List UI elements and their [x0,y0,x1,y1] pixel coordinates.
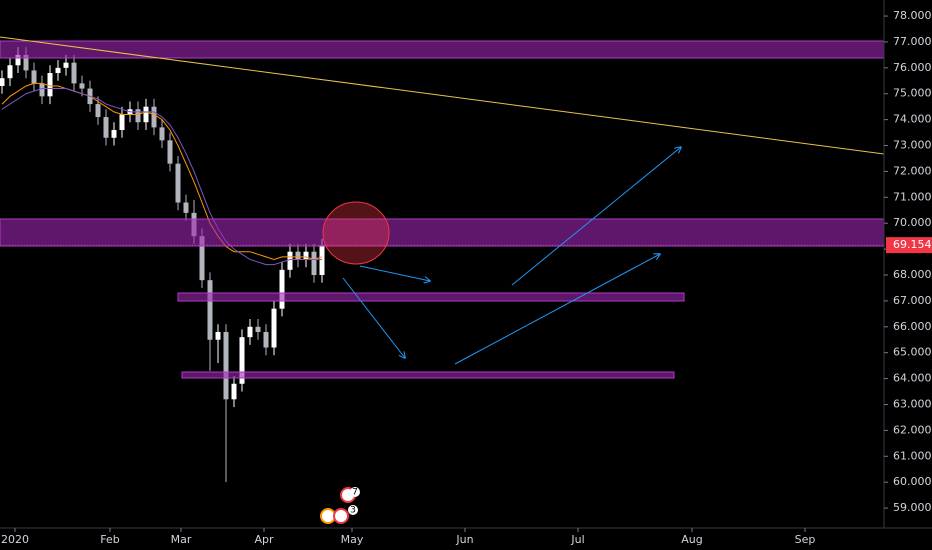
event-badge [350,487,360,497]
candle-body [271,308,277,348]
y-tick-label: 76.000 [893,61,932,74]
candle-body [183,202,189,213]
candle-body [47,73,53,97]
x-tick-label: May [341,533,364,546]
candle-body [215,331,221,340]
candle-body [223,331,229,400]
moving-average [1,88,322,266]
candle-body [79,83,85,89]
y-tick-label: 68.000 [893,268,932,281]
y-tick-label: 73.000 [893,139,932,152]
event-badge-label: 3 [350,506,356,516]
candle-body [0,78,5,86]
y-tick-label: 59.000 [893,501,932,514]
y-tick-label: 77.000 [893,35,932,48]
last-price-box [886,237,932,254]
event-icon [320,508,336,524]
axes: 59.000 60.000 61.000 62.000 63.000 64.000 65.0… [1,9,932,546]
y-tick-label: 60.000 [893,475,932,488]
arrow [511,147,681,286]
event-badge [348,505,358,515]
candle-body [311,251,317,276]
drawings [0,36,885,379]
y-tick-label: 70.000 [893,216,932,229]
arrow [359,265,430,281]
candle-body [231,383,237,400]
trend-line [0,36,885,155]
candle-body [247,326,253,338]
candle-body [103,117,109,138]
candle-body [119,114,125,130]
candle-body [303,251,309,260]
candle-body [207,280,213,340]
candle-body [295,251,301,260]
candle-body [39,83,45,97]
y-tick-label: 74.000 [893,113,932,126]
arrow [342,277,405,358]
zone [177,292,685,302]
candle-body [23,54,29,71]
zone [0,40,885,59]
y-tick-label: 75.000 [893,87,932,100]
x-tick-label: Jul [570,533,584,546]
candle-body [175,163,181,203]
candle-body [31,70,37,84]
y-tick-label: 61.000 [893,449,932,462]
candle-body [151,106,157,128]
event-badge-label: 7 [352,488,358,498]
x-tick-label: Apr [254,533,274,546]
y-tick-label: 64.000 [893,372,932,385]
candle-body [7,65,13,79]
candle-body [255,326,261,332]
moving-average [1,82,323,260]
event-icon [333,508,349,524]
highlight-ellipse [322,201,390,265]
zone [181,371,675,379]
candle-body [55,67,61,74]
candle-body [15,54,21,66]
arrow [454,254,660,365]
candle-body [287,251,293,270]
candle-body [71,62,77,84]
x-tick-label: Sep [795,533,816,546]
x-tick-label: 2020 [1,533,29,546]
y-tick-label: 66.000 [893,320,932,333]
x-tick-label: Jun [455,533,473,546]
candle-body [63,62,69,68]
candle-body [319,245,325,276]
candle-body [199,236,205,281]
y-tick-label: 71.000 [893,190,932,203]
candle-body [111,129,117,138]
last-price-label: 69.154 [893,238,932,251]
events: 7 3 [320,487,360,524]
candle-body [135,109,141,123]
zone [0,218,885,247]
x-tick-label: Aug [681,533,702,546]
y-tick-label: 78.000 [893,9,932,22]
y-tick-label: 63.000 [893,397,932,410]
x-tick-label: Feb [100,533,119,546]
candle-body [263,331,269,348]
y-tick-label: 72.000 [893,164,932,177]
y-tick-label: 67.000 [893,294,932,307]
candle-body [159,127,165,141]
candle-body [95,104,101,118]
candle-body [143,106,149,123]
candle-body [239,337,245,384]
candle-body [167,140,173,164]
y-tick-label: 62.000 [893,423,932,436]
y-tick-label: 65.000 [893,346,932,359]
candle-body [279,269,285,309]
x-tick-label: Mar [171,533,192,546]
